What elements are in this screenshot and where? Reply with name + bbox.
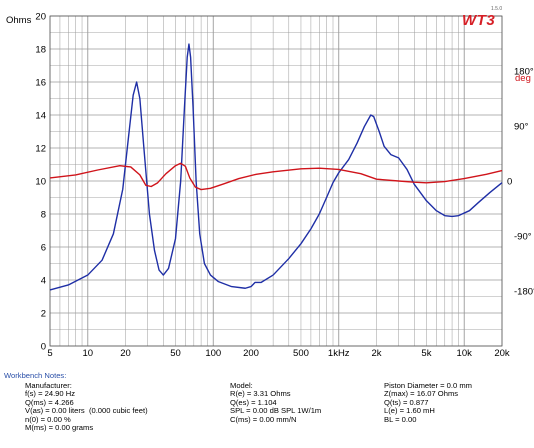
note-vas: V(as) = 0.00 liters (0.000 cubic feet) — [25, 406, 148, 416]
series-group — [49, 43, 503, 291]
y-left-tick-label: 14 — [35, 111, 46, 122]
note-n0: n(0) = 0.00 % — [25, 414, 71, 424]
notes-column-3: Piston Diameter = 0.0 mm Z(max) = 16.07 … — [384, 381, 472, 424]
note-le: L(e) = 1.60 mH — [384, 406, 435, 416]
y-right-tick-label: 90° — [514, 122, 529, 133]
notes-column-1: Manufacturer: f(s) = 24.90 Hz Q(ms) = 4.… — [25, 381, 148, 433]
grid-lines — [49, 15, 503, 347]
y-left-tick-label: 12 — [35, 144, 46, 155]
x-tick-label: 5 — [47, 348, 52, 359]
x-tick-label: 200 — [243, 348, 259, 359]
y-right-axis-title: deg — [515, 73, 531, 84]
y-left-tick-label: 16 — [35, 78, 46, 89]
y-right-tick-label: -180° — [514, 287, 534, 298]
y-right-tick-label-zero: 0 — [507, 177, 512, 188]
logo-text: WT3 — [462, 12, 496, 29]
wt3-logo: 1.5.0 WT3 — [458, 6, 504, 29]
x-tick-label: 1kHz — [328, 348, 350, 359]
x-tick-label: 10 — [82, 348, 93, 359]
note-spl: SPL = 0.00 dB SPL 1W/1m — [230, 406, 322, 416]
note-re: R(e) = 3.31 Ohms — [230, 389, 291, 399]
note-model: Model: — [230, 381, 253, 390]
y-left-tick-label: 6 — [41, 243, 46, 254]
x-tick-label: 10k — [457, 348, 473, 359]
axis-ticks: 5 10 20 50 100 200 500 1kHz 2k 5k 10k 20k0246810121… — [35, 12, 534, 360]
phase-curve — [49, 162, 503, 191]
workbench-notes: Workbench Notes: Manufacturer: f(s) = 24… — [0, 371, 534, 448]
note-mms: M(ms) = 0.00 grams — [25, 423, 94, 433]
note-qts: Q(ts) = 0.877 — [384, 397, 429, 407]
notes-title: Workbench Notes: — [4, 371, 67, 380]
impedance-curve — [49, 43, 503, 291]
y-left-tick-label: 0 — [41, 342, 46, 353]
y-left-tick-label: 20 — [35, 12, 46, 23]
plot-frame — [49, 15, 503, 347]
x-tick-label: 100 — [205, 348, 221, 359]
logo-version: 1.5.0 — [491, 6, 503, 12]
x-tick-label: 20 — [120, 348, 131, 359]
y-right-tick-label: 180° — [514, 67, 534, 78]
note-manufacturer: Manufacturer: — [25, 381, 72, 390]
y-left-tick-label: 2 — [41, 309, 46, 320]
note-piston-diameter: Piston Diameter = 0.0 mm — [384, 381, 472, 390]
x-tick-label: 20k — [494, 348, 510, 359]
impedance-phase-chart: 5 10 20 50 100 200 500 1kHz 2k 5k 10k 20k0246810121… — [6, 12, 534, 360]
y-left-axis-title: Ohms — [6, 15, 32, 26]
note-qms: Q(ms) = 4.266 — [25, 397, 74, 407]
notes-column-2: Model: R(e) = 3.31 Ohms Q(es) = 1.104 SP… — [230, 381, 322, 424]
x-tick-label: 50 — [170, 348, 181, 359]
y-left-tick-label: 8 — [41, 210, 46, 221]
note-cms: C(ms) = 0.00 mm/N — [230, 414, 297, 424]
x-tick-label: 2k — [371, 348, 381, 359]
y-left-tick-label: 10 — [35, 177, 46, 188]
x-tick-label: 500 — [293, 348, 309, 359]
y-left-tick-label: 18 — [35, 45, 46, 56]
y-left-tick-label: 4 — [41, 276, 46, 287]
y-right-tick-label: -90° — [514, 232, 532, 243]
note-bl: BL = 0.00 — [384, 414, 417, 424]
note-fs: f(s) = 24.90 Hz — [25, 389, 76, 399]
note-zmax: Z(max) = 16.07 Ohms — [384, 389, 459, 399]
note-qes: Q(es) = 1.104 — [230, 397, 277, 407]
x-tick-label: 5k — [421, 348, 431, 359]
